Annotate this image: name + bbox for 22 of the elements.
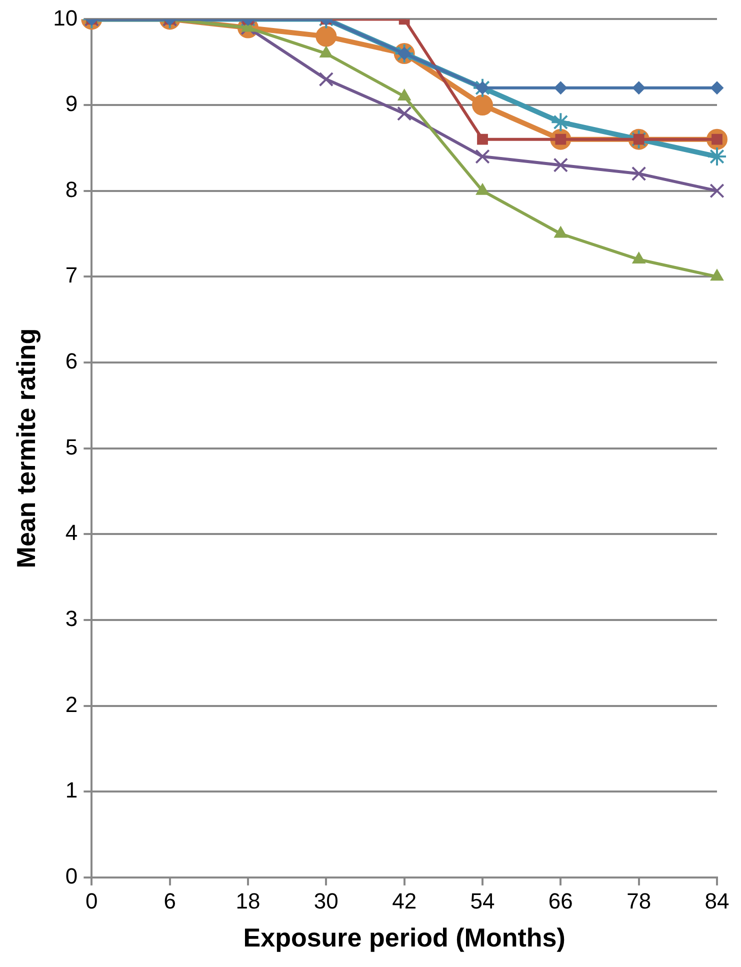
x-tick-label: 54 xyxy=(470,888,495,914)
x-tick-label: 84 xyxy=(704,888,730,914)
x-tick-label: 6 xyxy=(164,888,176,914)
y-tick-label: 0 xyxy=(65,863,78,888)
y-tick-label: 8 xyxy=(65,176,78,202)
x-tick-label: 42 xyxy=(392,888,417,914)
x-axis-title: Exposure period (Months) xyxy=(243,922,566,953)
y-tick-label: 3 xyxy=(65,606,78,632)
x-tick-label: 18 xyxy=(236,888,260,914)
y-tick-label: 6 xyxy=(65,348,78,374)
y-tick-label: 7 xyxy=(65,262,78,288)
y-tick-label: 10 xyxy=(53,5,78,30)
x-tick-label: 78 xyxy=(626,888,652,914)
y-tick-label: 5 xyxy=(65,434,78,460)
y-tick-label: 9 xyxy=(65,91,78,116)
y-tick-label: 1 xyxy=(65,778,78,803)
y-axis-title: Mean termite rating xyxy=(10,328,41,568)
x-tick-label: 0 xyxy=(86,888,98,914)
y-tick-label: 4 xyxy=(65,520,78,546)
x-tick-label: 30 xyxy=(314,888,338,914)
x-tick-label: 66 xyxy=(548,888,573,914)
y-tick-label: 2 xyxy=(65,692,78,717)
